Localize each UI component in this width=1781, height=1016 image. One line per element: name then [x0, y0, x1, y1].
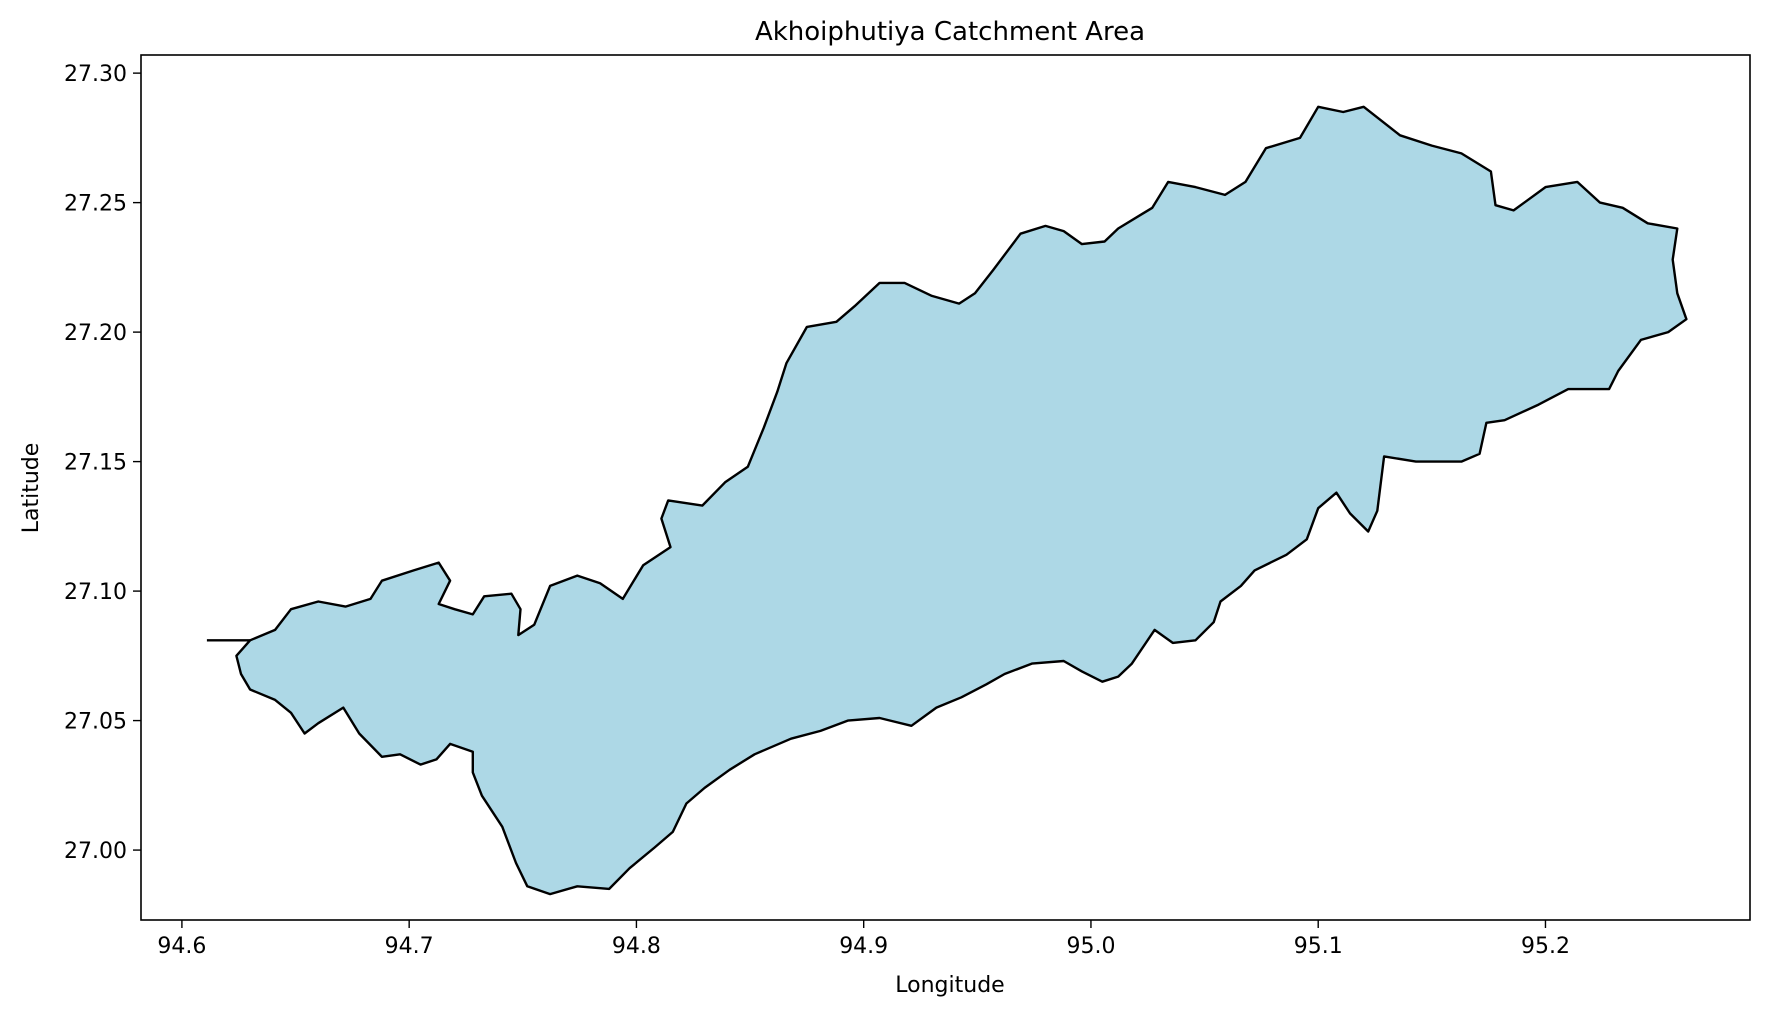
x-axis-label: Longitude — [895, 973, 1004, 998]
y-tick-label: 27.25 — [64, 192, 127, 217]
y-tick-label: 27.15 — [64, 451, 127, 476]
x-tick-label: 94.9 — [839, 934, 888, 959]
x-tick-label: 94.7 — [385, 934, 434, 959]
y-tick-label: 27.05 — [64, 710, 127, 735]
y-axis-label: Latitude — [19, 443, 44, 534]
y-tick-label: 27.20 — [64, 321, 127, 346]
x-tick-label: 95.1 — [1294, 934, 1343, 959]
x-tick-label: 94.6 — [157, 934, 206, 959]
plot-frame — [140, 54, 1751, 921]
plot-area — [206, 105, 1688, 896]
map-title: Akhoiphutiya Catchment Area — [755, 17, 1145, 47]
y-tick-label: 27.30 — [64, 62, 127, 87]
x-axis: 94.6 94.7 94.8 94.9 95.0 95.1 95.2 — [157, 920, 1570, 959]
catchment-boundary — [235, 105, 1688, 896]
x-tick-label: 95.2 — [1521, 934, 1570, 959]
x-tick-label: 95.0 — [1066, 934, 1115, 959]
y-axis: 27.00 27.05 27.10 27.15 27.20 27.25 27.30 — [64, 62, 141, 864]
y-tick-label: 27.10 — [64, 580, 127, 605]
x-tick-label: 94.8 — [612, 934, 661, 959]
y-tick-label: 27.00 — [64, 839, 127, 864]
